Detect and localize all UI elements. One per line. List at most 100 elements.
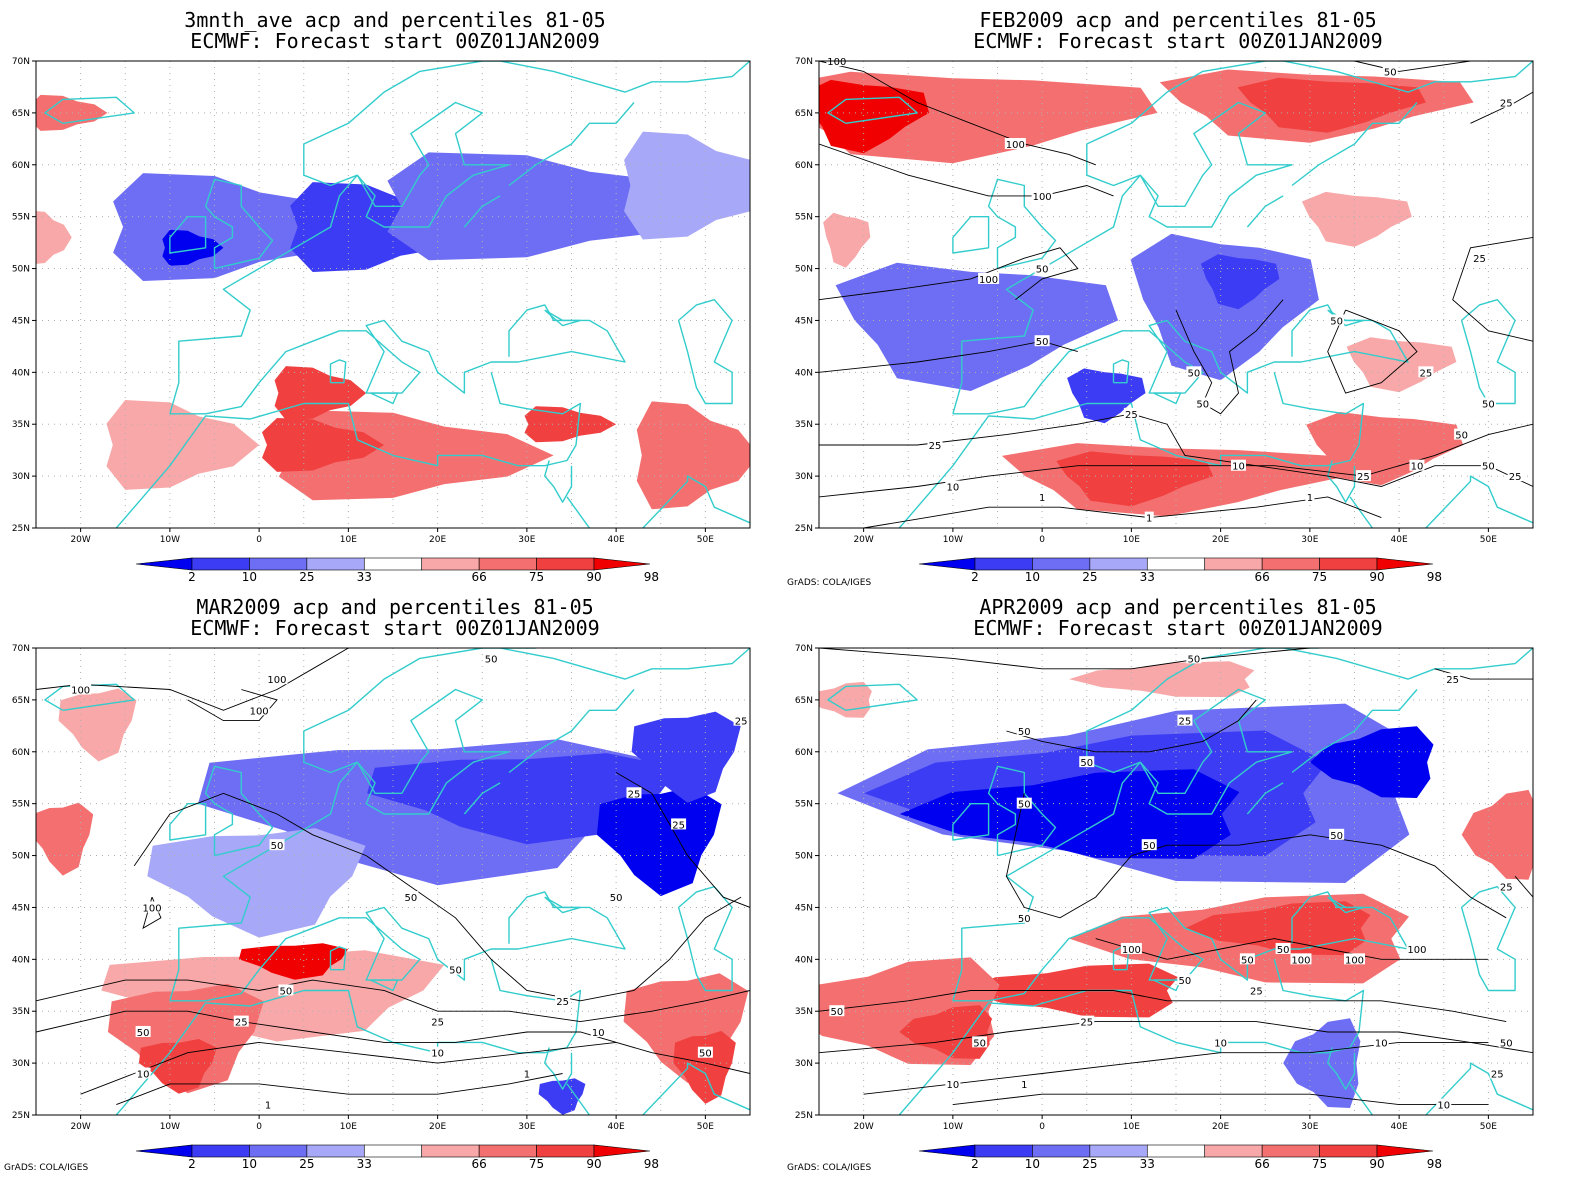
contour-label-text: 50	[973, 1038, 986, 1049]
legend-label: 10	[1025, 570, 1040, 584]
legend-swatch-p10	[974, 1144, 1033, 1158]
x-tick-label: 50E	[1480, 535, 1497, 545]
percentile-region-p25	[835, 262, 1119, 391]
contour-label-bg	[1480, 459, 1496, 471]
contour-label-text: 100	[1122, 945, 1141, 956]
contour-label: 50	[1195, 397, 1211, 410]
contour-label: 50	[1329, 314, 1345, 327]
percentile-region-p90	[262, 418, 385, 472]
legend-label: 66	[472, 1157, 487, 1171]
contour-label-text: 25	[1509, 472, 1522, 483]
contour-label-bg	[248, 704, 270, 716]
percentile-region-p98	[819, 79, 930, 154]
panel-subtitle: ECMWF: Forecast start 00Z01JAN2009	[973, 616, 1383, 640]
y-tick-label: 40N	[795, 955, 813, 965]
coastline	[508, 689, 635, 774]
x-tick-label: 30E	[1301, 1122, 1318, 1132]
grid	[819, 61, 1533, 528]
legend-arrow-high	[1376, 557, 1434, 571]
coastline	[952, 61, 1319, 414]
plot-frame	[35, 60, 751, 529]
contour-label-text: 1	[265, 1101, 271, 1112]
contour-line	[36, 1010, 750, 1074]
coastline	[1282, 648, 1533, 680]
x-tick-label: 40E	[1391, 1122, 1408, 1132]
contour-label: 50	[1275, 942, 1291, 956]
contour-label: 50	[1034, 262, 1050, 276]
panel-apr: APR2009 acp and percentiles 81-05 ECMWF:…	[783, 587, 1573, 1177]
legend-label: 33	[357, 1157, 372, 1171]
y-tick-label: 40N	[12, 955, 30, 965]
contour-label: 50	[1454, 428, 1470, 442]
contour-label: 25	[1471, 252, 1487, 265]
legend-label: 2	[971, 570, 979, 584]
contour-label-text: 25	[1473, 254, 1486, 265]
panel-title: APR2009 acp and percentiles 81-05	[979, 595, 1377, 619]
legend-label: 90	[1369, 1157, 1384, 1171]
legend-label: 90	[586, 1157, 601, 1171]
contour-label: 25	[733, 714, 749, 728]
y-tick-label: 50N	[12, 852, 30, 862]
contour-line	[116, 1073, 563, 1106]
x-tick-label: 10E	[340, 1122, 357, 1132]
y-tick-label: 70N	[12, 57, 30, 67]
contour-label-text: 100	[1033, 192, 1052, 203]
contour-label: 25	[1418, 366, 1434, 379]
coastline	[115, 372, 582, 528]
legend-arrow-low	[135, 557, 193, 571]
contour-label-bg	[1034, 262, 1050, 274]
coastline	[204, 765, 274, 857]
contour-label: 25	[626, 787, 642, 800]
contour-label-bg	[1418, 366, 1434, 378]
contour-label-bg	[626, 787, 642, 799]
coastline	[169, 891, 626, 1002]
coastline	[1460, 886, 1516, 992]
percentile-region-p66	[101, 950, 445, 1042]
contour-label-bg	[1123, 407, 1139, 419]
contour-label-text: 25	[1357, 472, 1370, 483]
percentile-region-p2	[1310, 726, 1434, 798]
contour-label-text: 50	[1143, 841, 1156, 852]
x-tick-label: 50E	[697, 1122, 714, 1132]
percentile-region-p90	[673, 1030, 736, 1104]
legend-swatch-p66	[421, 557, 480, 571]
coastline	[508, 102, 635, 187]
coastline	[1246, 782, 1284, 815]
panel-subtitle: ECMWF: Forecast start 00Z01JAN2009	[973, 29, 1383, 53]
contour-label-bg	[483, 652, 499, 664]
shaded-field	[36, 648, 750, 1115]
contour-label-text: 100	[1006, 140, 1025, 151]
map-plot: 20W 10W 0 10E 20E 30E 40E 50E 25N 30N 35N 40N 45N 50N…	[12, 57, 751, 584]
percentile-region-p10	[631, 711, 741, 803]
contour-label: 25	[1445, 673, 1461, 686]
contour-label-bg	[1239, 953, 1255, 965]
y-tick-label: 65N	[12, 109, 30, 119]
contour-label: 25	[1123, 407, 1139, 421]
contour-label-text: 10	[1232, 462, 1245, 473]
coastline	[1327, 1047, 1356, 1090]
grads-credit: GrADS: COLA/IGES	[4, 1163, 89, 1173]
y-tick-label: 55N	[795, 213, 813, 223]
contour-label-bg	[1031, 189, 1053, 201]
contour-label-text: 25	[431, 1018, 444, 1029]
contour-label: 1	[1144, 511, 1154, 525]
legend-swatch-p66	[1204, 1144, 1263, 1158]
contour-label-text: 50	[1482, 462, 1495, 473]
contour-label: 50	[697, 1046, 713, 1060]
contour-label-bg	[1248, 984, 1264, 996]
y-tick-label: 65N	[12, 696, 30, 706]
contour-label: 50	[1382, 65, 1398, 78]
contour-label-text: 25	[672, 820, 685, 831]
legend-swatch-p25	[249, 1144, 308, 1158]
contour-label-bg	[403, 891, 419, 903]
contour-label: 50	[135, 1025, 151, 1039]
legend-label: 25	[299, 1157, 314, 1171]
y-tick-label: 35N	[12, 420, 30, 430]
contour-label-text: 50	[1187, 654, 1200, 665]
contour-label-bg	[733, 714, 749, 726]
contour-label: 50	[1186, 652, 1202, 665]
contour-line	[819, 413, 1533, 487]
legend-swatch-p90	[536, 1144, 595, 1158]
contour-label: 10	[1230, 459, 1246, 473]
contour-label-text: 50	[1482, 399, 1495, 410]
